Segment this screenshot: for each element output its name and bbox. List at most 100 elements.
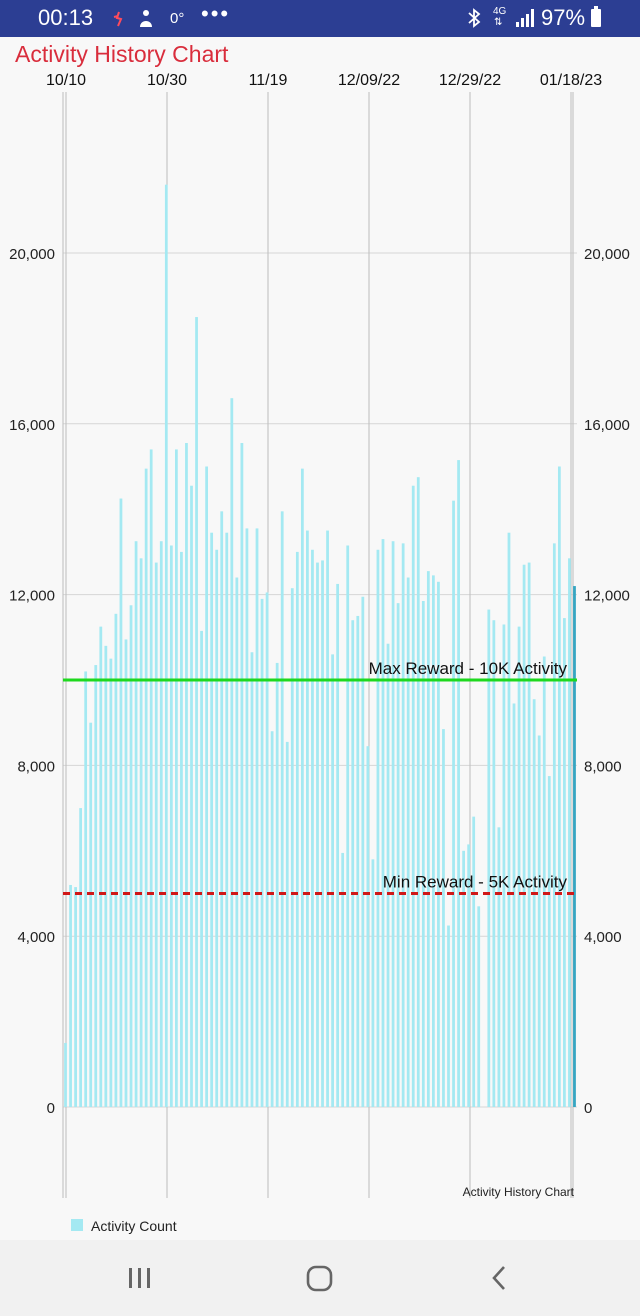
bar — [134, 541, 138, 1107]
bar — [371, 859, 375, 1107]
bar — [180, 551, 183, 1107]
recent-apps-icon[interactable] — [115, 1260, 165, 1296]
bar — [537, 735, 541, 1107]
activity-chart: 0 0 4,000 4,000 8,000 8,000 12,000 12,000 16,000… — [9, 72, 630, 1234]
bar — [225, 532, 229, 1107]
bar — [442, 729, 445, 1107]
bar — [124, 639, 128, 1107]
bar — [426, 571, 430, 1107]
y-tick-label-left: 12,000 — [9, 588, 55, 605]
bar — [260, 598, 264, 1107]
bar — [245, 528, 249, 1107]
bar — [331, 654, 334, 1107]
bar — [391, 541, 395, 1107]
bar — [406, 577, 410, 1107]
bar — [295, 551, 299, 1107]
bar — [114, 613, 118, 1107]
bar — [431, 575, 435, 1107]
network-arrows-icon: ⇅ — [494, 17, 503, 28]
bar — [568, 558, 571, 1107]
bar — [356, 615, 360, 1107]
bar — [552, 543, 556, 1107]
bar — [300, 468, 304, 1107]
bar — [94, 665, 98, 1107]
bar — [547, 776, 551, 1107]
bar — [200, 630, 203, 1107]
home-icon[interactable] — [295, 1260, 345, 1296]
bar — [311, 549, 314, 1107]
bar — [563, 618, 566, 1107]
bar — [104, 645, 108, 1107]
fitness-icon — [140, 10, 152, 27]
bar — [255, 528, 259, 1107]
y-tick-label-right: 8,000 — [584, 758, 622, 775]
bar — [376, 549, 380, 1107]
bar — [230, 398, 234, 1107]
bar — [361, 596, 365, 1107]
bar — [336, 583, 340, 1107]
bar — [346, 545, 350, 1107]
bar — [487, 609, 491, 1107]
bar — [542, 656, 546, 1107]
bar — [467, 844, 471, 1107]
chart-title: Activity History Chart — [15, 41, 229, 67]
bar — [557, 466, 561, 1107]
bar — [532, 699, 536, 1107]
bar — [270, 731, 274, 1107]
bar — [74, 887, 77, 1107]
bar — [351, 620, 355, 1107]
bar — [119, 498, 123, 1107]
bar — [79, 808, 83, 1107]
navigation-bar — [0, 1240, 640, 1316]
bar — [159, 541, 163, 1107]
bar — [316, 562, 319, 1107]
back-icon[interactable] — [474, 1260, 524, 1296]
bar — [190, 485, 193, 1108]
bar — [290, 588, 294, 1107]
bar — [149, 449, 153, 1107]
y-tick-label-left: 20,000 — [9, 246, 55, 263]
activity-icon — [113, 11, 123, 27]
y-tick-label-right: 0 — [584, 1100, 592, 1117]
bar — [421, 601, 425, 1107]
bar — [275, 662, 279, 1107]
battery-percent: 97% — [541, 5, 586, 30]
y-tick-label-right: 4,000 — [584, 929, 622, 946]
bar — [452, 500, 455, 1107]
temperature-text: 0° — [170, 10, 185, 27]
bar — [502, 624, 506, 1107]
bar — [497, 827, 501, 1107]
bar — [517, 626, 521, 1107]
network-4g-icon: 4G — [493, 6, 507, 17]
bar — [522, 564, 526, 1107]
x-tick-label: 10/10 — [46, 72, 86, 89]
bar — [366, 746, 370, 1107]
bar — [573, 586, 576, 1107]
bar — [89, 722, 93, 1107]
x-tick-label: 01/18/23 — [540, 72, 602, 89]
bar — [185, 443, 188, 1107]
y-tick-label-right: 12,000 — [584, 588, 630, 605]
y-tick-label-left: 8,000 — [17, 758, 55, 775]
bluetooth-icon — [468, 8, 481, 28]
bar — [99, 626, 103, 1107]
x-tick-label: 12/29/22 — [439, 72, 501, 89]
bar — [69, 884, 72, 1107]
bar — [457, 460, 460, 1108]
bar — [527, 562, 531, 1107]
y-tick-label-right: 20,000 — [584, 246, 630, 263]
status-bar: 00:13 0° ••• 4G ⇅ 97% — [0, 0, 640, 37]
chart-description: Activity History Chart — [463, 1185, 575, 1199]
bar — [386, 643, 390, 1107]
y-tick-label-left: 4,000 — [17, 929, 55, 946]
legend-swatch — [71, 1219, 83, 1231]
legend-label: Activity Count — [91, 1218, 177, 1234]
bar — [326, 530, 329, 1107]
battery-icon — [591, 6, 601, 27]
y-tick-label-right: 16,000 — [584, 417, 630, 434]
bar — [280, 511, 284, 1108]
bar — [477, 906, 481, 1107]
bar — [492, 620, 496, 1107]
bar — [139, 558, 143, 1107]
bar — [396, 603, 400, 1107]
